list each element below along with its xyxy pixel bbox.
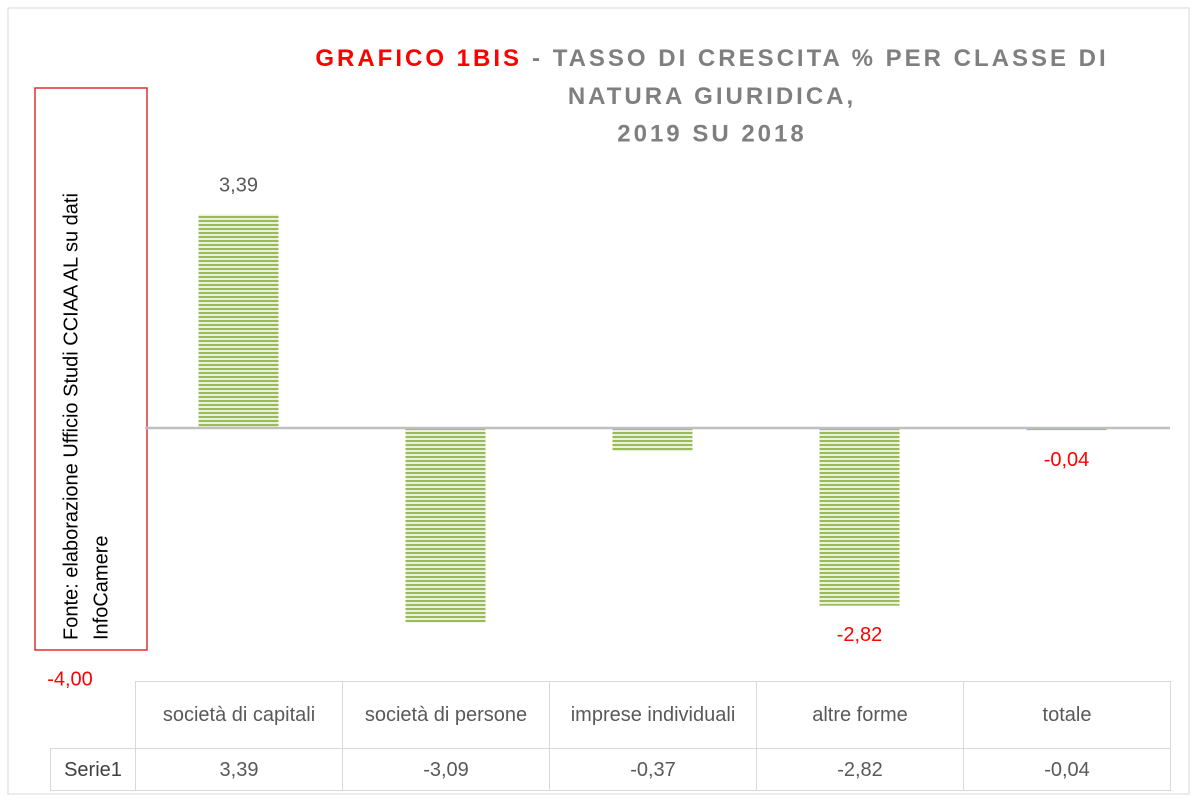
category-cell: imprese individuali xyxy=(549,681,757,749)
title-line: - TASSO DI CRESCITA % PER CLASSE DI xyxy=(532,45,1109,72)
value-cell: -0,04 xyxy=(963,748,1171,791)
series-name: Serie1 xyxy=(50,748,136,791)
value-cell: -0,37 xyxy=(549,748,757,791)
category-cell: società di capitali xyxy=(135,681,343,749)
category-cell: totale xyxy=(963,681,1171,749)
title-line: NATURA GIURIDICA, xyxy=(568,83,856,110)
bar xyxy=(1026,428,1107,431)
chart-title: GRAFICO 1BIS - TASSO DI CRESCITA % PER CL… xyxy=(315,45,1108,72)
title-line: 2019 SU 2018 xyxy=(617,120,806,147)
data-label: 3,39 xyxy=(219,175,258,197)
category-cell: altre forme xyxy=(756,681,964,749)
annotation: Fonte: elaborazione Ufficio Studi CCIAA … xyxy=(60,193,82,640)
chart-border xyxy=(7,7,1190,795)
bar xyxy=(819,428,900,606)
annotation-box xyxy=(34,87,148,651)
category-cell: società di persone xyxy=(342,681,550,749)
title-prefix: GRAFICO 1BIS xyxy=(315,45,522,72)
value-cell: 3,39 xyxy=(135,748,343,791)
bar xyxy=(612,428,693,452)
value-cell: -3,09 xyxy=(342,748,550,791)
data-label: -2,82 xyxy=(837,624,883,646)
data-label: -0,04 xyxy=(1044,449,1090,471)
annotation: InfoCamere xyxy=(90,536,112,641)
value-cell: -2,82 xyxy=(756,748,964,791)
bar xyxy=(405,428,486,623)
y-tick-label: -4,00 xyxy=(47,668,93,690)
bar xyxy=(198,214,279,428)
